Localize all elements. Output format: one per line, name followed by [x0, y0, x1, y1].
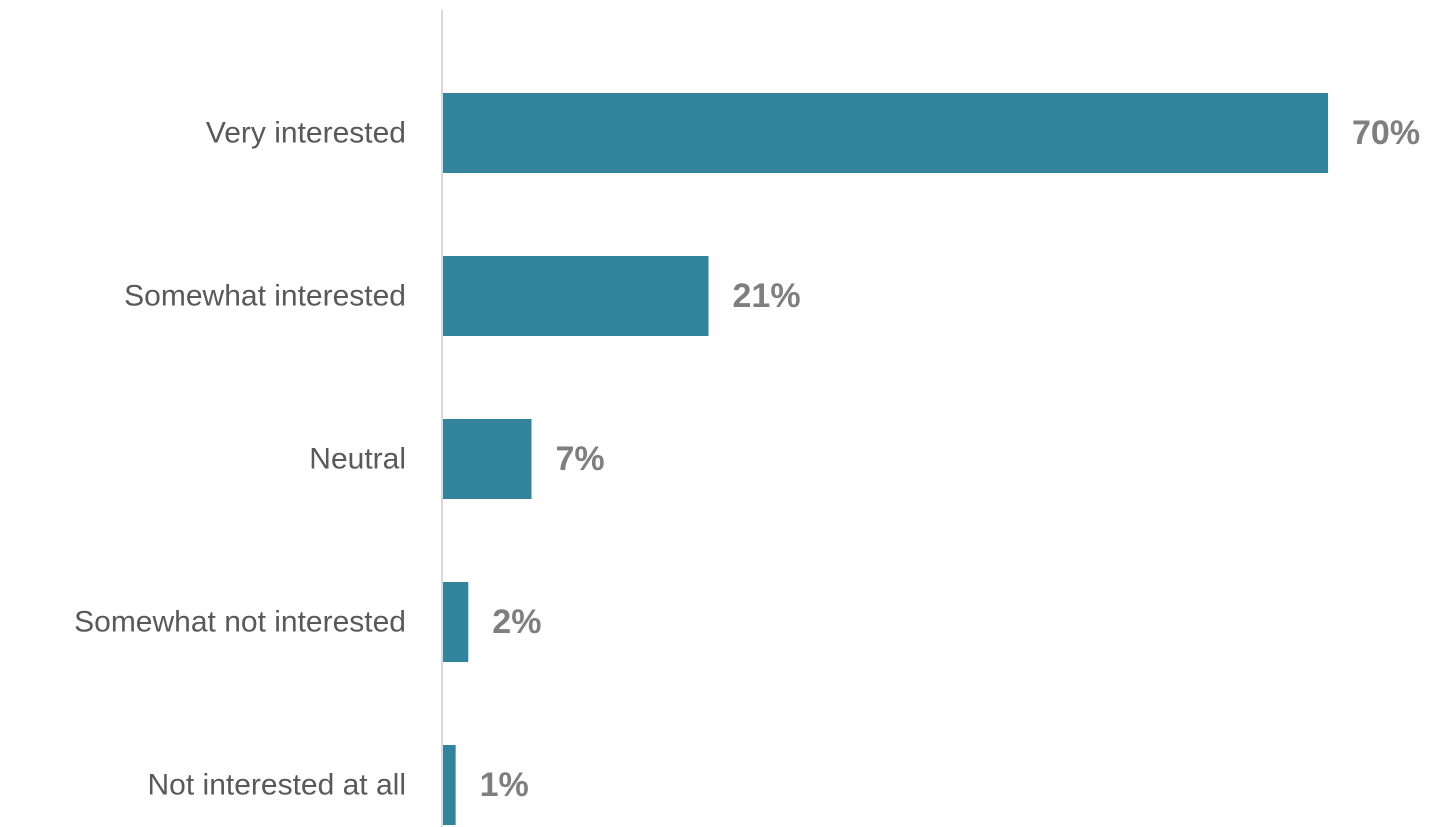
bar-2 — [443, 419, 532, 499]
category-label-2: Neutral — [309, 443, 406, 476]
category-label-0: Very interested — [206, 117, 406, 150]
bar-3 — [443, 582, 469, 662]
value-label-4: 1% — [480, 766, 529, 804]
category-labels-group: Very interested Somewhat interested Neutra… — [74, 117, 406, 802]
value-label-1: 21% — [733, 277, 801, 315]
bars-group — [443, 93, 1328, 825]
value-labels-group: 70% 21% 7% 2% 1% — [480, 114, 1420, 804]
bar-0 — [443, 93, 1328, 173]
value-label-0: 70% — [1352, 114, 1420, 152]
category-label-1: Somewhat interested — [124, 280, 406, 313]
bar-1 — [443, 256, 709, 336]
category-label-3: Somewhat not interested — [74, 606, 406, 639]
category-label-4: Not interested at all — [148, 769, 406, 802]
value-label-3: 2% — [492, 603, 541, 641]
value-label-2: 7% — [556, 440, 605, 478]
bar-4 — [443, 745, 456, 825]
